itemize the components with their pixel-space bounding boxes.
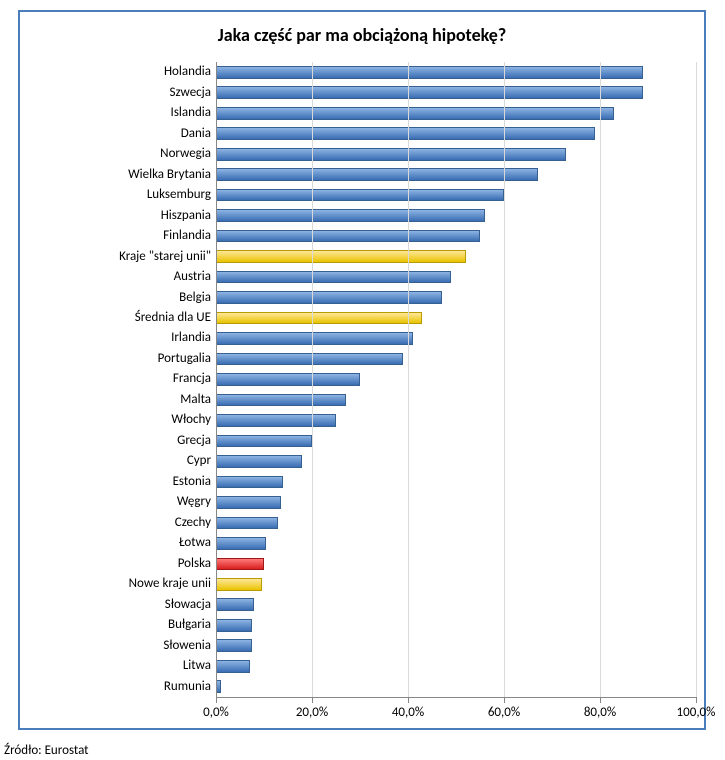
bar bbox=[216, 517, 278, 530]
category-label: Szwecja bbox=[20, 85, 211, 100]
x-tick-mark bbox=[600, 697, 601, 703]
bars-container bbox=[216, 62, 696, 697]
category-label: Austria bbox=[20, 269, 211, 284]
plot-area bbox=[216, 62, 696, 697]
bar bbox=[216, 250, 466, 263]
bar bbox=[216, 148, 566, 161]
category-label: Holandia bbox=[20, 64, 211, 79]
category-label: Kraje "starej unii" bbox=[20, 249, 211, 264]
category-label: Grecja bbox=[20, 433, 211, 448]
bar bbox=[216, 639, 252, 652]
bar bbox=[216, 312, 422, 325]
bar bbox=[216, 598, 254, 611]
bar bbox=[216, 373, 360, 386]
bar bbox=[216, 168, 538, 181]
bar bbox=[216, 107, 614, 120]
category-label: Nowe kraje unii bbox=[20, 576, 211, 591]
category-label: Słowenia bbox=[20, 638, 211, 653]
category-label: Polska bbox=[20, 556, 211, 571]
category-label: Estonia bbox=[20, 474, 211, 489]
x-tick-label: 60,0% bbox=[488, 705, 520, 720]
category-label: Średnia dla UE bbox=[20, 310, 211, 325]
gridline bbox=[600, 62, 601, 697]
category-label: Rumunia bbox=[20, 679, 211, 694]
x-tick-mark bbox=[696, 697, 697, 703]
x-tick-label: 80,0% bbox=[584, 705, 616, 720]
x-tick-label: 0,0% bbox=[203, 705, 229, 720]
bar bbox=[216, 271, 451, 284]
chart-title: Jaka część par ma obciążoną hipotekę? bbox=[20, 24, 704, 46]
category-label: Portugalia bbox=[20, 351, 211, 366]
x-tick-mark bbox=[312, 697, 313, 703]
x-axis-line bbox=[216, 697, 696, 698]
bar bbox=[216, 414, 336, 427]
x-tick-label: 20,0% bbox=[296, 705, 328, 720]
bar bbox=[216, 66, 643, 79]
gridline bbox=[312, 62, 313, 697]
chart-frame: Jaka część par ma obciążoną hipotekę? Ho… bbox=[18, 10, 706, 730]
bar bbox=[216, 455, 302, 468]
bar bbox=[216, 537, 266, 550]
source-label: Źródło: Eurostat bbox=[4, 743, 89, 758]
category-label: Włochy bbox=[20, 412, 211, 427]
bar bbox=[216, 127, 595, 140]
category-label: Hiszpania bbox=[20, 208, 211, 223]
category-label: Finlandia bbox=[20, 228, 211, 243]
bar bbox=[216, 558, 264, 571]
gridline bbox=[696, 62, 697, 697]
gridline bbox=[504, 62, 505, 697]
x-tick-label: 100,0% bbox=[677, 705, 716, 720]
category-label: Irlandia bbox=[20, 330, 211, 345]
bar bbox=[216, 86, 643, 99]
bar bbox=[216, 394, 346, 407]
category-label: Węgry bbox=[20, 494, 211, 509]
x-tick-mark bbox=[216, 697, 217, 703]
category-label: Czechy bbox=[20, 515, 211, 530]
bar bbox=[216, 496, 281, 509]
gridline bbox=[408, 62, 409, 697]
category-label: Słowacja bbox=[20, 597, 211, 612]
category-label: Islandia bbox=[20, 105, 211, 120]
x-tick-label: 40,0% bbox=[392, 705, 424, 720]
bar bbox=[216, 660, 250, 673]
category-label: Norwegia bbox=[20, 146, 211, 161]
category-label: Cypr bbox=[20, 453, 211, 468]
category-label: Wielka Brytania bbox=[20, 167, 211, 182]
category-label: Bułgaria bbox=[20, 617, 211, 632]
x-tick-mark bbox=[504, 697, 505, 703]
bar bbox=[216, 619, 252, 632]
bar bbox=[216, 189, 504, 202]
category-labels: Holandia Szwecja Islandia Dania Norwegia Wiel… bbox=[20, 62, 211, 697]
gridline bbox=[216, 62, 217, 697]
bar bbox=[216, 230, 480, 243]
bar bbox=[216, 435, 312, 448]
category-label: Litwa bbox=[20, 658, 211, 673]
bar bbox=[216, 332, 413, 345]
category-label: Dania bbox=[20, 126, 211, 141]
category-label: Luksemburg bbox=[20, 187, 211, 202]
bar bbox=[216, 578, 262, 591]
category-label: Łotwa bbox=[20, 535, 211, 550]
bar bbox=[216, 353, 403, 366]
x-tick-mark bbox=[408, 697, 409, 703]
category-label: Malta bbox=[20, 392, 211, 407]
bar bbox=[216, 476, 283, 489]
bar bbox=[216, 209, 485, 222]
category-label: Francja bbox=[20, 371, 211, 386]
category-label: Belgia bbox=[20, 290, 211, 305]
